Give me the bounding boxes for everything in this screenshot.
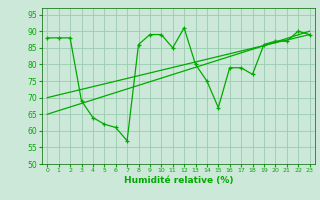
- X-axis label: Humidité relative (%): Humidité relative (%): [124, 176, 233, 185]
